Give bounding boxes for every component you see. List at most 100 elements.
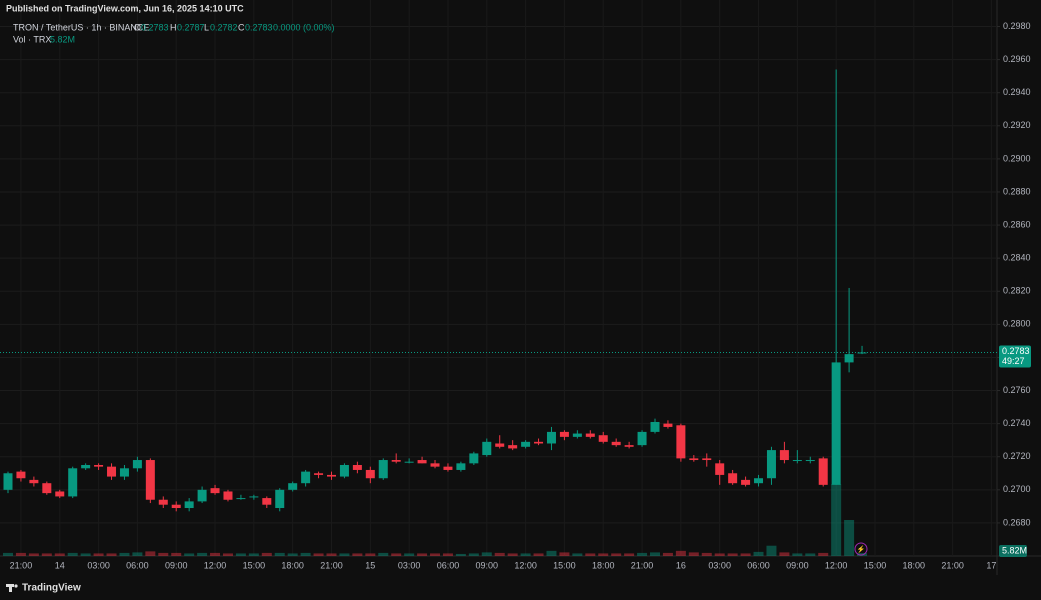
x-tick-label: 06:00 xyxy=(747,560,770,570)
legend-h: 0.2787 xyxy=(177,22,205,32)
x-tick-label: 06:00 xyxy=(126,560,149,570)
volume-bar xyxy=(391,553,402,556)
candle-body xyxy=(624,445,634,447)
x-tick-label: 12:00 xyxy=(514,560,537,570)
volume-bar xyxy=(481,552,492,556)
candle-body xyxy=(715,463,725,475)
last-price-label: 0.2783 xyxy=(1002,346,1030,356)
candle-body xyxy=(754,478,764,484)
candle-body xyxy=(495,443,505,447)
candle-body xyxy=(223,491,233,500)
y-tick-label: 0.2800 xyxy=(1003,319,1031,329)
volume-bar xyxy=(572,553,583,556)
x-tick-label: 18:00 xyxy=(281,560,304,570)
candle-body xyxy=(676,425,686,459)
legend-vol: 5.82M xyxy=(50,34,75,44)
volume-bar xyxy=(650,552,660,556)
y-tick-label: 0.2980 xyxy=(1003,21,1031,31)
candle-body xyxy=(404,461,414,463)
y-tick-label: 0.2720 xyxy=(1003,451,1031,461)
candle-body xyxy=(262,498,272,505)
volume-bar xyxy=(54,553,65,556)
volume-bar xyxy=(520,553,531,556)
candle-body xyxy=(831,362,841,485)
volume-bar xyxy=(365,553,376,556)
candle-body xyxy=(288,483,298,490)
candle-body xyxy=(546,431,556,444)
volume-bar xyxy=(688,552,699,556)
volume-bar xyxy=(598,553,609,556)
candle-body xyxy=(236,498,246,500)
y-tick-label: 0.2680 xyxy=(1003,517,1031,527)
volume-bar xyxy=(507,553,518,556)
candle-body xyxy=(158,499,168,505)
volume-bar xyxy=(352,553,363,556)
volume-value-label: 5.82M xyxy=(1002,545,1027,555)
candle-body xyxy=(534,441,544,444)
y-tick-label: 0.2740 xyxy=(1003,418,1031,428)
candle-body xyxy=(327,474,336,477)
x-tick-label: 03:00 xyxy=(708,560,731,570)
y-tick-label: 0.2860 xyxy=(1003,219,1031,229)
candle-body xyxy=(766,450,776,479)
plot-layer: 0.26800.27000.27200.27400.27600.27800.28… xyxy=(0,0,1031,570)
alert-icon[interactable]: ⚡ xyxy=(854,542,868,556)
candle-body xyxy=(443,466,453,470)
volume-bar xyxy=(15,552,26,556)
volume-bar xyxy=(468,553,479,556)
y-tick-label: 0.2900 xyxy=(1003,153,1031,163)
volume-bar xyxy=(41,553,52,556)
x-tick-label: 06:00 xyxy=(437,560,460,570)
volume-bar xyxy=(559,552,570,556)
x-tick-label: 15 xyxy=(365,560,375,570)
volume-bar xyxy=(662,552,673,556)
volume-bar xyxy=(378,552,389,556)
volume-bar xyxy=(701,552,712,556)
legend-o: 0.2783 xyxy=(141,22,169,32)
volume-bar xyxy=(430,553,441,556)
volume-bar xyxy=(235,553,246,556)
y-tick-label: 0.2820 xyxy=(1003,286,1031,296)
candle-body xyxy=(132,460,142,469)
volume-value-box xyxy=(999,545,1027,557)
volume-bar xyxy=(287,553,298,556)
x-tick-label: 09:00 xyxy=(476,560,499,570)
candle-body xyxy=(417,460,427,464)
volume-bar xyxy=(210,552,221,556)
volume-bar xyxy=(585,553,596,556)
candle-body xyxy=(559,431,569,437)
volume-bar xyxy=(753,551,764,556)
candle-body xyxy=(637,431,647,446)
volume-bar xyxy=(248,553,259,556)
candle-body xyxy=(844,354,854,363)
candle-body xyxy=(301,471,311,484)
x-tick-label: 09:00 xyxy=(786,560,809,570)
candle-body xyxy=(728,473,738,484)
x-tick-label: 15:00 xyxy=(243,560,266,570)
x-tick-label: 09:00 xyxy=(165,560,188,570)
legend-h-label: H xyxy=(170,22,177,32)
y-tick-label: 0.2920 xyxy=(1003,120,1031,130)
candle-body xyxy=(792,460,802,462)
candle-body xyxy=(598,435,608,442)
y-tick-label: 0.2700 xyxy=(1003,484,1031,494)
legend-c: 0.2783 xyxy=(245,22,273,32)
legend-l: 0.2782 xyxy=(210,22,238,32)
candle-body xyxy=(275,489,285,509)
candle-body xyxy=(145,460,155,500)
volume-bar xyxy=(261,552,272,556)
candle-body xyxy=(857,352,867,354)
candle-body xyxy=(456,463,466,470)
x-tick-label: 18:00 xyxy=(903,560,926,570)
candle-body xyxy=(805,460,815,462)
candle-body xyxy=(16,471,26,479)
y-tick-label: 0.2840 xyxy=(1003,253,1031,263)
volume-bar xyxy=(714,553,725,556)
volume-bar xyxy=(546,550,557,556)
volume-bar xyxy=(766,545,777,556)
volume-bar xyxy=(779,552,790,556)
x-tick-label: 15:00 xyxy=(553,560,576,570)
x-tick-label: 21:00 xyxy=(320,560,343,570)
candle-body xyxy=(611,441,621,446)
